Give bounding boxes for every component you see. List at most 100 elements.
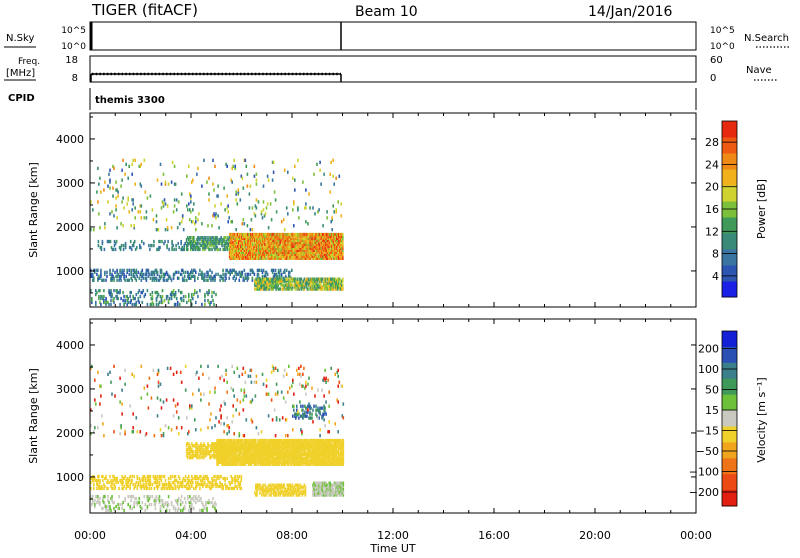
power-cell	[130, 240, 132, 243]
power-cell	[148, 269, 150, 272]
power-cell	[212, 183, 214, 186]
power-cell	[265, 212, 267, 215]
power-cell	[273, 171, 275, 174]
power-cell	[174, 198, 176, 201]
power-cell	[199, 248, 201, 251]
power-cell	[181, 273, 183, 276]
power-cell	[178, 271, 180, 274]
power-cell	[131, 173, 133, 176]
power-cell	[256, 179, 258, 182]
velocity-cell	[132, 483, 134, 486]
power-cell	[205, 236, 207, 239]
power-cell	[176, 297, 178, 300]
power-cell	[268, 226, 270, 229]
power-cell	[128, 210, 130, 213]
power-cell	[164, 198, 166, 201]
power-cell	[254, 273, 256, 276]
power-cell	[189, 218, 191, 221]
power-cell	[141, 185, 143, 188]
power-cell	[190, 236, 192, 239]
power-cell	[204, 303, 206, 306]
power-cell	[172, 161, 174, 164]
power-cell	[140, 210, 142, 213]
power-cell	[309, 206, 311, 209]
power-cell	[235, 190, 237, 193]
power-cell	[178, 200, 180, 203]
power-cell	[263, 185, 265, 188]
velocity-cell	[93, 487, 95, 490]
power-cell	[263, 208, 265, 211]
power-cell	[139, 301, 141, 304]
power-frame	[90, 113, 696, 307]
power-cell	[192, 220, 194, 223]
power-cell	[131, 248, 133, 251]
power-cell	[287, 171, 289, 174]
power-cell	[248, 273, 250, 276]
power-cell	[136, 301, 138, 304]
nsky-right-tick-top: 10^5	[710, 26, 735, 36]
power-cell	[141, 204, 143, 207]
power-cell	[139, 289, 141, 292]
power-cell	[335, 208, 337, 211]
power-cell	[158, 228, 160, 231]
power-cell	[326, 216, 328, 219]
power-cell	[152, 295, 154, 298]
power-cell	[99, 226, 101, 229]
power-cell	[127, 196, 129, 199]
power-cell	[123, 206, 125, 209]
power-cell	[190, 200, 192, 203]
power-cell	[164, 299, 166, 302]
velocity-cell	[151, 487, 153, 490]
power-cell	[206, 181, 208, 184]
power-cell	[246, 165, 248, 168]
power-cell	[120, 222, 122, 225]
velocity-cell	[228, 448, 230, 451]
power-cell	[161, 183, 163, 186]
power-cell	[127, 297, 129, 300]
power-cell	[190, 210, 192, 213]
power-cell	[204, 273, 206, 276]
power-cell	[122, 196, 124, 199]
power-cell	[178, 277, 180, 280]
power-cell	[208, 198, 210, 201]
power-cell	[223, 187, 225, 190]
power-cell	[156, 214, 158, 217]
power-cell	[279, 287, 281, 290]
power-cell	[176, 208, 178, 211]
power-cell	[217, 248, 219, 251]
power-cell	[115, 196, 117, 199]
power-cell	[168, 183, 170, 186]
power-cell	[188, 202, 190, 205]
power-cell	[125, 275, 127, 278]
power-cell	[103, 188, 105, 191]
power-cell	[120, 185, 122, 188]
power-cell	[121, 200, 123, 203]
power-cell	[217, 185, 219, 188]
power-cell	[297, 206, 299, 209]
power-cell	[106, 275, 108, 278]
power-cell	[250, 228, 252, 231]
power-cell	[188, 293, 190, 296]
power-cell	[256, 206, 258, 209]
power-cell	[134, 240, 136, 243]
velocity-cell	[124, 475, 126, 478]
power-cell	[294, 188, 296, 191]
power-cell	[227, 204, 229, 207]
power-cell	[173, 289, 175, 292]
power-cell	[261, 210, 263, 213]
power-cell	[226, 165, 228, 168]
power-cell	[266, 206, 268, 209]
power-cell	[243, 218, 245, 221]
power-cell	[231, 220, 233, 223]
power-cell	[98, 183, 100, 186]
power-cell	[131, 163, 133, 166]
power-cell	[171, 226, 173, 229]
power-cell	[244, 222, 246, 225]
power-cell	[116, 240, 118, 243]
velocity-cell	[133, 475, 135, 478]
velocity-cell	[116, 477, 118, 480]
power-cell	[161, 206, 163, 209]
power-cell	[297, 159, 299, 162]
power-cell	[110, 299, 112, 302]
power-cell	[167, 240, 169, 243]
